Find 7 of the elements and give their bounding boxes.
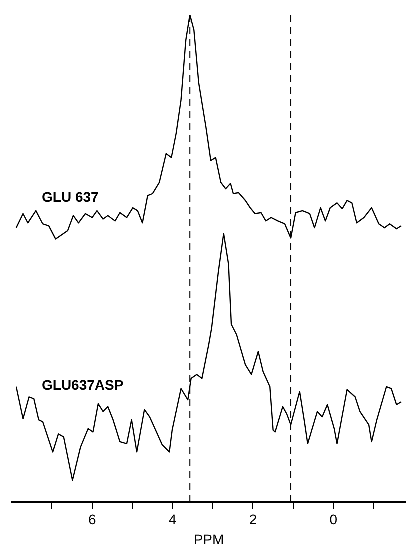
series-label: GLU637ASP	[42, 376, 124, 393]
x-axis-title: PPM	[194, 531, 224, 548]
x-tick-label: 2	[249, 512, 258, 528]
x-tick-label: 4	[168, 512, 177, 528]
x-tick-label: 0	[330, 512, 338, 528]
x-tick-label: 6	[88, 512, 97, 528]
series-label: GLU 637	[42, 188, 100, 205]
